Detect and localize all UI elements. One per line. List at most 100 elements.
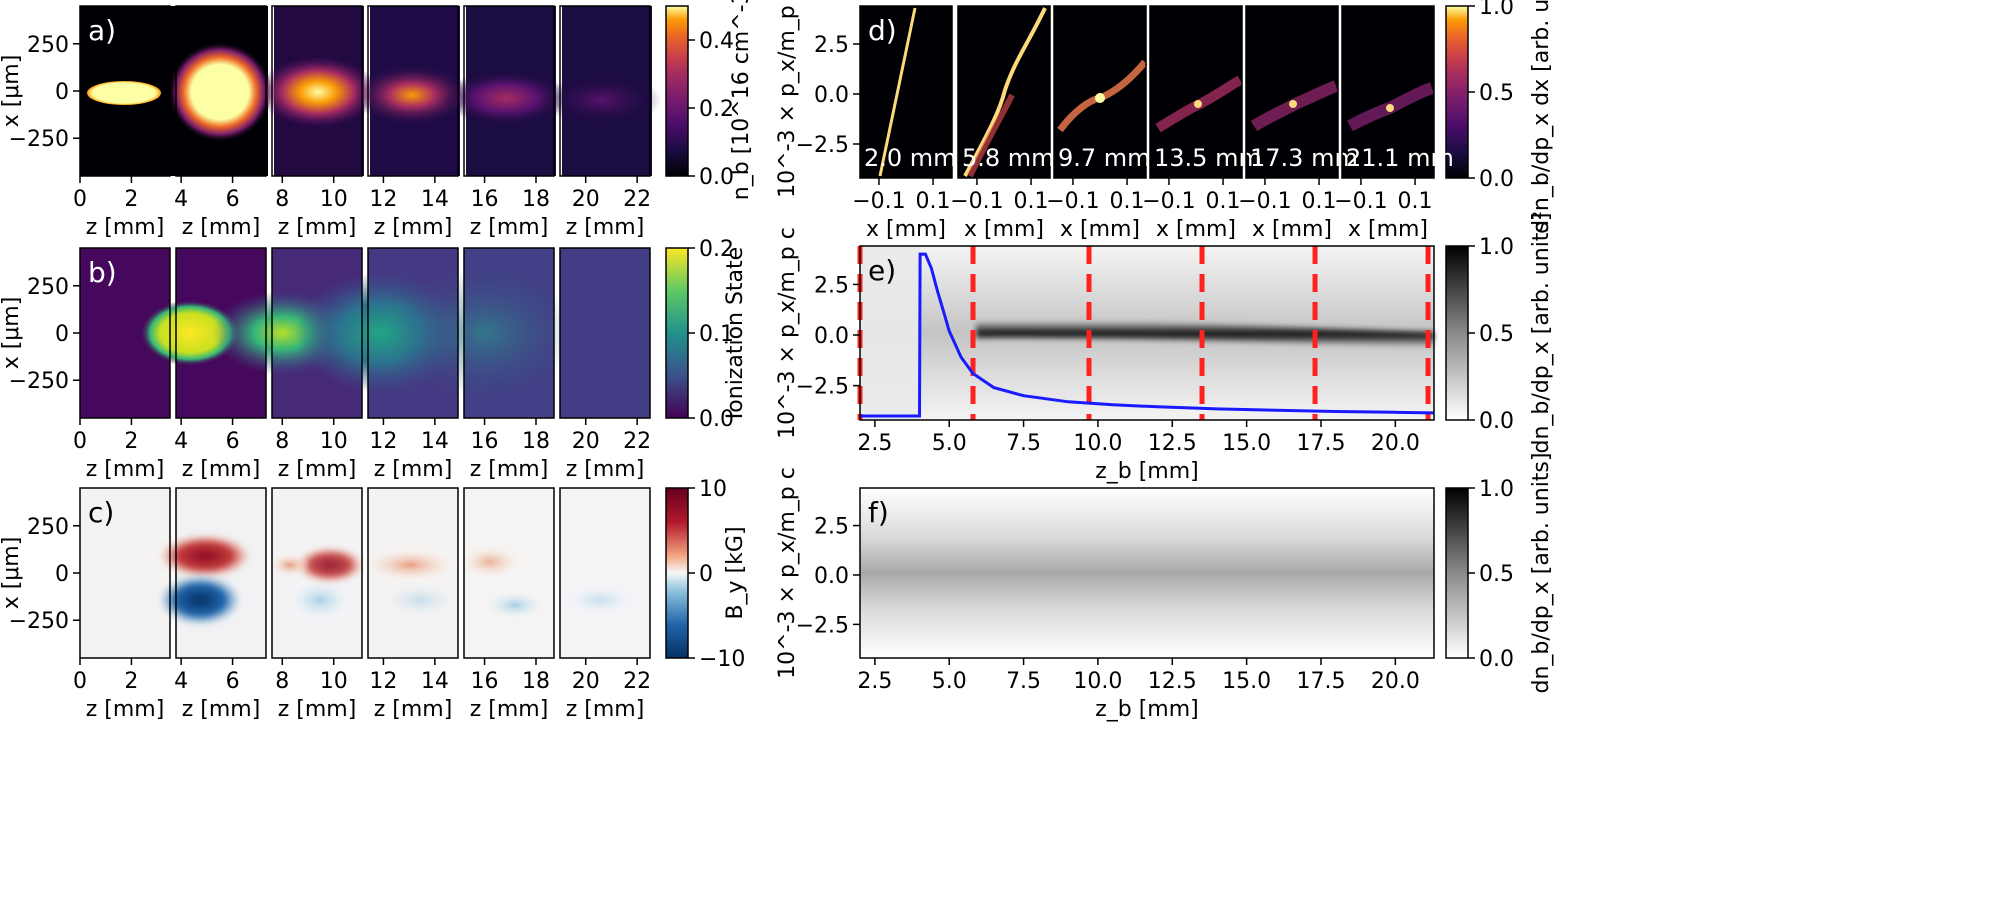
panel-e-xtick-label: 10.0 [1073, 431, 1122, 456]
panel-a-xtick-label: 4 [174, 187, 188, 212]
panel-a-xtick-label: 18 [522, 187, 550, 212]
panel-c-ytick-label: 0 [55, 562, 69, 587]
panel-e-xtick-label: 17.5 [1296, 431, 1345, 456]
panel-f-xtick-label: 20.0 [1371, 669, 1420, 694]
panel-d-sub1 [860, 6, 952, 178]
panel-b-xtick-label: 18 [522, 429, 550, 454]
panel-e-blue-line [860, 252, 1435, 418]
panel-b-xtick-label: 16 [471, 429, 499, 454]
panel-f-xtick-label: 12.5 [1148, 669, 1197, 694]
panel-c-xtick-label: 20 [572, 669, 600, 694]
panel-b-ylabel: x [μm] [0, 297, 24, 370]
panel-a-xtick-label: 6 [226, 187, 240, 212]
panel-d-core5 [1289, 100, 1297, 108]
panel-a-ytick-label: 250 [27, 33, 69, 58]
panel-d-xtick-label: 0.1 [1110, 189, 1145, 214]
panel-a-ytick-label: −250 [9, 127, 69, 152]
panel-c-xtick-label: 2 [124, 669, 138, 694]
panel-b-xlabel: z [mm] [182, 457, 261, 482]
panel-c-sub6 [560, 488, 650, 658]
panel-a-xtick-label: 10 [320, 187, 348, 212]
panel-c-lblue6 [565, 586, 635, 614]
panel-f-xtick-label: 10.0 [1073, 669, 1122, 694]
panel-b-frame-6 [559, 247, 651, 419]
panel-d-annotation: 5.8 mm [962, 144, 1055, 172]
panel-d-xlabel: x [mm] [1252, 217, 1332, 242]
panel-b-xtick-label: 14 [421, 429, 449, 454]
panel-f-ytick-label: −2.5 [796, 613, 849, 638]
panel-b-frame-5 [463, 247, 555, 419]
panel-a-frame-5 [463, 5, 555, 177]
colorbar-c-tick-label: 10 [699, 477, 727, 502]
panel-a-blob1 [87, 81, 161, 105]
panel-e-label: e) [868, 254, 896, 287]
panel-d-annotation: 13.5 mm [1154, 144, 1262, 172]
panel-a-xtick-label: 16 [471, 187, 499, 212]
colorbar-b-tick-label: 0.0 [699, 407, 734, 432]
panel-d-xlabel: x [mm] [1348, 217, 1428, 242]
panel-a-label: a) [88, 14, 116, 47]
panel-f-xlabel: z_b [mm] [1095, 697, 1199, 722]
panel-d-xlabel: x [mm] [866, 217, 946, 242]
panel-e-xtick-label: 7.5 [1006, 431, 1041, 456]
panel-e-frame [859, 245, 1435, 421]
panel-b-ytick-label: 0 [55, 322, 69, 347]
panel-c-xtick-label: 12 [369, 669, 397, 694]
panel-e-band [976, 320, 1434, 347]
colorbar-e-label: dn_b/dp_x [arb. units] [1529, 213, 1554, 454]
panel-c-ytick-label: −250 [9, 609, 69, 634]
panel-b-xlabel: z [mm] [86, 457, 165, 482]
panel-d-xtick-label: 0.1 [1206, 189, 1241, 214]
colorbar-c-tick-label: −10 [699, 647, 745, 672]
colorbar-c-tick-label: 0 [699, 562, 713, 587]
panel-d-frame-2 [957, 5, 1051, 179]
panel-b-ytick-label: −250 [9, 369, 69, 394]
panel-b-frame-3 [271, 247, 363, 419]
panel-e-ytick-label: −2.5 [796, 375, 849, 400]
panel-a-frame-4 [367, 5, 459, 177]
colorbar-d-label: d²n_b/dp_x dx [arb. units] [1529, 0, 1554, 234]
panel-a-blob4 [354, 65, 470, 125]
axes-layer: 0 2 z [mm] 250 0 −250 4 6 z [mm] 8 10 z [mm] 12 14 z [… [0, 0, 1554, 722]
panel-c-xtick-label: 4 [174, 669, 188, 694]
colorbar-b-tick-label: 0.1 [699, 322, 734, 347]
panel-d-streak1 [878, 7, 917, 177]
colorbar-f-tick-label: 1.0 [1479, 477, 1514, 502]
panel-d-xtick-label: −0.1 [852, 189, 905, 214]
panel-f-ytick-label: 0.0 [814, 564, 849, 589]
panel-b-xlabel: z [mm] [566, 457, 645, 482]
panel-d-ylabel: 10^-3 × p_x/m_p c [775, 0, 800, 198]
panel-c-xlabel: z [mm] [374, 697, 453, 722]
panel-c-xlabel: z [mm] [470, 697, 549, 722]
panel-b-xtick-label: 20 [572, 429, 600, 454]
colorbar-e [1445, 245, 1469, 421]
panel-f-frame [859, 487, 1435, 659]
panel-a [80, 6, 662, 176]
panel-d-xtick-label: −0.1 [1238, 189, 1291, 214]
panel-c-xtick-label: 0 [73, 669, 87, 694]
panel-b-xtick-label: 8 [275, 429, 289, 454]
panel-d-frame-6 [1341, 5, 1435, 179]
panel-c-xtick-label: 10 [320, 669, 348, 694]
panel-c-lblue5 [485, 591, 545, 619]
colorbar-a-label: n_b [10^16 cm^-3] [729, 0, 754, 200]
panel-a-xtick-label: 2 [124, 187, 138, 212]
panel-a-blob3 [258, 56, 378, 128]
panel-a-blob5 [444, 70, 568, 126]
panel-c-xlabel: z [mm] [182, 697, 261, 722]
panel-a-blob6 [542, 74, 662, 126]
panel-d-xtick-label: 0.1 [1398, 189, 1433, 214]
panel-c-xtick-label: 18 [522, 669, 550, 694]
panel-c-red2 [159, 534, 251, 578]
panel-b-xtick-label: 2 [124, 429, 138, 454]
colorbar-b-label: Ionization State [723, 247, 748, 419]
panel-b-ytick-label: 250 [27, 275, 69, 300]
panel-a-frame-6 [559, 5, 651, 177]
panel-f-xtick-label: 17.5 [1296, 669, 1345, 694]
panel-f-xtick-label: 7.5 [1006, 669, 1041, 694]
colorbar-a-tick-label: 0.4 [699, 29, 734, 54]
panel-d [860, 6, 1435, 178]
colorbar-f-tick-label: 0.5 [1479, 562, 1514, 587]
panel-d-core6 [1386, 104, 1394, 112]
panel-a-blob2 [168, 42, 272, 142]
